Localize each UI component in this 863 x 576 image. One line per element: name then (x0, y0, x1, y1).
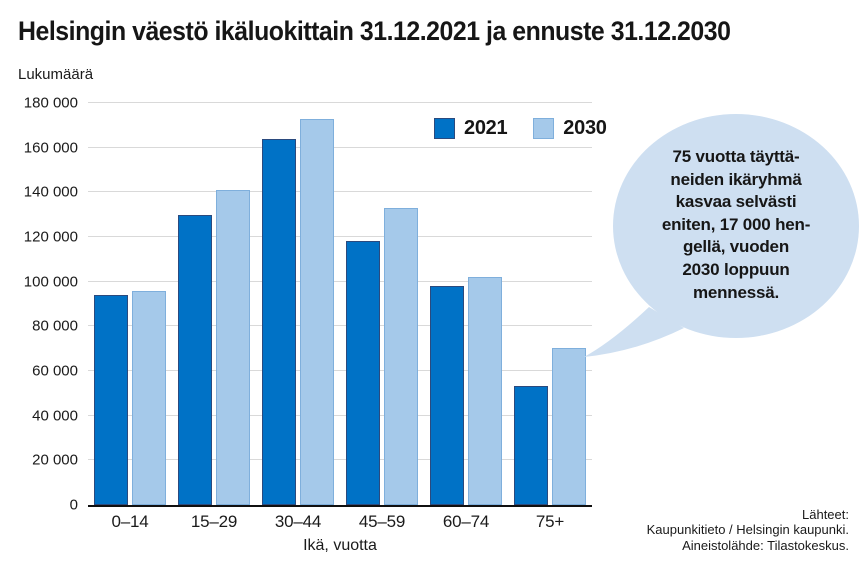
x-axis-tick-labels: 0–14 15–29 30–44 45–59 60–74 75+ (88, 512, 592, 532)
bar-2021-45–59 (346, 241, 380, 505)
bar-2021-60–74 (430, 286, 464, 505)
legend-label-2021: 2021 (464, 117, 508, 139)
gridline-40000 (88, 414, 592, 416)
bar-2021-0–14 (94, 295, 128, 505)
legend: 2021 2030 (434, 117, 607, 140)
bar-2021-75+ (514, 385, 548, 505)
y-tick-label: 40 000 (32, 407, 78, 425)
bar-group-60–74 (424, 103, 508, 505)
gridline-180000 (88, 102, 592, 103)
y-tick-label: 80 000 (32, 317, 78, 335)
gridline-100000 (88, 280, 592, 282)
gridline-120000 (88, 236, 592, 238)
bar-2030-45–59 (384, 207, 418, 505)
bar-group-15–29 (172, 103, 256, 505)
callout-text: 75 vuotta täyttä- neiden ikäryhmä kasvaa… (661, 147, 811, 302)
gridline-60000 (88, 370, 592, 372)
x-tick-label-30–44: 30–44 (274, 512, 322, 531)
bar-series-container (88, 103, 592, 505)
x-tick-label-0–14: 0–14 (111, 512, 149, 531)
legend-item-2021: 2021 (434, 117, 508, 140)
y-axis-tick-labels: 0 20 000 40 000 60 000 80 000 100 000 120 000 1… (0, 95, 78, 514)
legend-swatch-2021 (434, 118, 455, 139)
plot-area (88, 102, 592, 507)
y-tick-label: 20 000 (32, 451, 78, 469)
x-tick-label-45–59: 45–59 (358, 512, 406, 531)
gridline-160000 (88, 146, 592, 148)
bar-2030-15–29 (216, 190, 250, 505)
x-tick-label-75+: 75+ (535, 512, 565, 531)
bar-group-75+ (508, 103, 592, 505)
y-tick-label: 140 000 (23, 183, 78, 201)
x-tick-label-60–74: 60–74 (442, 512, 490, 531)
callout-bubble-body (613, 114, 859, 338)
x-axis-title: Ikä, vuotta (303, 537, 377, 554)
y-tick-label: 120 000 (23, 228, 78, 246)
bar-2030-75+ (552, 347, 586, 505)
chart-title: Helsingin väestö ikäluokittain 31.12.202… (18, 16, 731, 46)
bar-2030-60–74 (468, 277, 502, 505)
legend-label-2030: 2030 (563, 117, 607, 139)
bar-2030-30–44 (300, 118, 334, 505)
y-tick-label: 100 000 (23, 273, 78, 291)
bar-group-45–59 (340, 103, 424, 505)
bar-2021-15–29 (178, 214, 212, 505)
legend-swatch-2030 (533, 118, 555, 139)
y-axis-title: Lukumäärä (18, 66, 94, 83)
gridline-20000 (88, 459, 592, 461)
y-tick-label: 160 000 (23, 139, 78, 157)
bar-2030-0–14 (132, 290, 166, 505)
bar-group-30–44 (256, 103, 340, 505)
bar-2021-30–44 (262, 138, 296, 505)
sources-text: Lähteet: Kaupunkitieto / Helsingin kaupu… (646, 507, 849, 553)
callout-bubble (584, 114, 859, 357)
y-tick-label: 60 000 (32, 362, 78, 380)
callout-bubble-tail (584, 307, 684, 357)
y-tick-label: 180 000 (23, 94, 78, 112)
y-tick-label: 0 (69, 496, 78, 514)
gridline-140000 (88, 191, 592, 193)
legend-item-2030: 2030 (533, 117, 607, 140)
bar-group-0–14 (88, 103, 172, 505)
x-tick-label-15–29: 15–29 (190, 512, 238, 531)
gridline-80000 (88, 325, 592, 327)
